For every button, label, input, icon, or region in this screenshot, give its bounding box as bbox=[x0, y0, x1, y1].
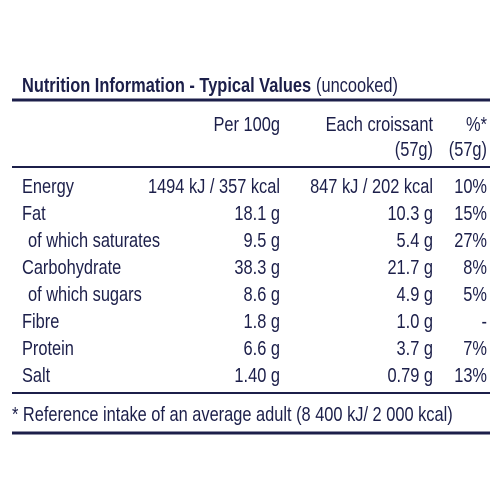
cell: 21.7 g bbox=[387, 255, 433, 278]
row-label: Fat bbox=[22, 201, 46, 224]
column-header: %* bbox=[466, 112, 487, 135]
title-note: (uncooked) bbox=[316, 73, 398, 96]
column-header: (57g) bbox=[449, 137, 487, 160]
title: Nutrition Information - Typical Values bbox=[22, 73, 311, 96]
cell: 0.79 g bbox=[387, 363, 433, 386]
cell: 18.1 g bbox=[234, 201, 280, 224]
column-header: Per 100g bbox=[214, 112, 280, 135]
cell: 1.0 g bbox=[397, 309, 433, 332]
cell: - bbox=[482, 309, 487, 332]
cell: 27% bbox=[454, 228, 487, 251]
cell: 13% bbox=[454, 363, 487, 386]
cell: 8.6 g bbox=[244, 282, 280, 305]
cell: 15% bbox=[454, 201, 487, 224]
cell: 4.9 g bbox=[397, 282, 433, 305]
content: Nutrition Information - Typical Values (u… bbox=[12, 73, 487, 425]
row-label: of which sugars bbox=[28, 282, 142, 305]
cell: 5.4 g bbox=[397, 228, 433, 251]
cell: 6.6 g bbox=[244, 336, 280, 359]
cell: 5% bbox=[463, 282, 487, 305]
cell: 10% bbox=[454, 174, 487, 197]
cell: 1.8 g bbox=[244, 309, 280, 332]
cell: 1494 kJ / 357 kcal bbox=[148, 174, 280, 197]
row-label: Protein bbox=[22, 336, 74, 359]
cell: 847 kJ / 202 kcal bbox=[310, 174, 433, 197]
row-label: Carbohydrate bbox=[22, 255, 121, 278]
row-label: of which saturates bbox=[28, 228, 160, 251]
cell: 10.3 g bbox=[387, 201, 433, 224]
cell: 8% bbox=[463, 255, 487, 278]
cell: 9.5 g bbox=[244, 228, 280, 251]
row-label: Salt bbox=[22, 363, 50, 386]
row-label: Fibre bbox=[22, 309, 59, 332]
footnote: * Reference intake of an average adult (… bbox=[12, 402, 453, 425]
cell: 1.40 g bbox=[234, 363, 280, 386]
cell: 7% bbox=[463, 336, 487, 359]
cell: 3.7 g bbox=[397, 336, 433, 359]
row-label: Energy bbox=[22, 174, 75, 197]
cell: 38.3 g bbox=[234, 255, 280, 278]
column-header: Each croissant bbox=[326, 112, 433, 135]
column-header: (57g) bbox=[395, 137, 433, 160]
